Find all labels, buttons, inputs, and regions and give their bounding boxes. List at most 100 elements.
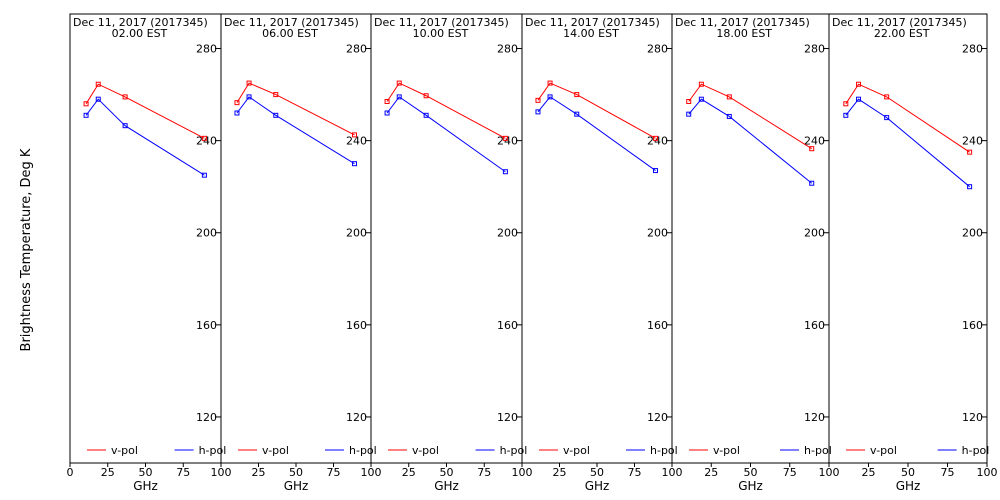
data-point-v-pol [653,135,658,141]
x-axis-label: GHz [585,479,610,493]
panel-title: Dec 11, 2017 (2017345) [224,16,359,29]
series-line-h-pol [236,96,355,165]
x-tick-label: 100 [819,466,840,479]
data-point-v-pol [535,97,541,103]
legend-label-v-pol: v-pol [111,444,138,457]
series-line-h-pol [845,98,970,188]
x-axis-label: GHz [738,479,763,493]
y-tick-label: 200 [346,227,367,240]
x-axis-label: GHz [434,479,459,493]
y-tick-label: 240 [804,135,825,148]
data-point-v-pol [384,98,390,104]
y-tick-label: 160 [196,319,217,332]
series-line-v-pol [688,83,812,150]
data-point-v-pol [423,93,429,99]
y-tick-label: 160 [346,319,367,332]
series-line-h-pol [85,98,205,176]
y-tick-label: 160 [647,319,668,332]
x-tick-label: 50 [901,466,915,479]
y-tick-label: 280 [647,43,668,56]
legend-label-h-pol: h-pol [500,444,528,457]
data-point-h-pol [884,115,890,121]
data-point-v-pol [547,80,553,86]
chart-panels: Dec 11, 2017 (2017345)02.00 EST120160200… [67,13,998,493]
x-tick-label: 50 [744,466,758,479]
x-tick-label: 75 [783,466,797,479]
data-point-v-pol [122,94,128,100]
x-tick-label: 100 [361,466,382,479]
data-point-h-pol [726,113,732,119]
chart-panel-1: Dec 11, 2017 (2017345)02.00 EST 120 160 200… [67,13,232,493]
series-line-v-pol [845,83,970,153]
y-tick-label: 120 [346,411,367,424]
panel-title: Dec 11, 2017 (2017345) [73,16,208,29]
x-tick-label: 50 [139,466,153,479]
panel-subtitle: 18.00 EST [716,27,772,40]
data-point-v-pol [698,81,704,87]
x-tick-label: 100 [211,466,232,479]
y-tick-label: 240 [497,135,518,148]
x-tick-label: 50 [440,466,454,479]
data-point-h-pol [686,111,692,117]
data-point-v-pol [273,92,279,98]
y-tick-label: 200 [497,227,518,240]
series-line-h-pol [386,96,506,173]
data-point-h-pol [502,169,508,175]
y-tick-label: 120 [196,411,217,424]
legend-label-h-pol: h-pol [349,444,377,457]
y-tick-label: 280 [804,43,825,56]
y-tick-label: 240 [962,135,983,148]
data-point-h-pol [653,168,658,174]
y-tick-label: 120 [962,411,983,424]
series-line-h-pol [537,96,656,171]
data-point-h-pol [423,112,429,118]
data-point-v-pol [396,80,402,86]
series-line-v-pol [236,82,355,136]
x-tick-label: 75 [628,466,642,479]
legend-label-h-pol: h-pol [962,444,990,457]
data-point-h-pol [843,112,849,118]
x-tick-label: 75 [176,466,190,479]
legend-label-v-pol: v-pol [262,444,289,457]
data-point-h-pol [246,94,252,100]
y-tick-label: 240 [346,135,367,148]
chart-panel-3: Dec 11, 2017 (2017345)10.00 EST 120 160 200… [370,13,533,493]
x-tick-label: 75 [941,466,955,479]
data-point-h-pol [201,172,207,178]
y-tick-label: 160 [497,319,518,332]
data-point-h-pol [396,94,402,100]
series-line-v-pol [537,82,656,139]
data-point-v-pol [809,146,815,152]
legend-label-h-pol: h-pol [804,444,832,457]
data-point-h-pol [273,112,279,118]
legend-label-h-pol: h-pol [199,444,227,457]
y-tick-label: 120 [647,411,668,424]
data-point-h-pol [535,109,541,115]
legend-label-v-pol: v-pol [870,444,897,457]
series-line-v-pol [386,82,506,139]
data-point-v-pol [234,100,240,106]
y-tick-label: 200 [196,227,217,240]
panel-title: Dec 11, 2017 (2017345) [675,16,810,29]
data-point-h-pol [698,96,704,102]
data-point-v-pol [574,92,580,98]
data-point-v-pol [502,135,508,141]
data-point-h-pol [352,161,357,167]
data-point-v-pol [856,81,862,87]
y-tick-label: 200 [962,227,983,240]
data-point-h-pol [122,123,128,129]
y-tick-label: 280 [497,43,518,56]
data-point-h-pol [574,111,580,117]
legend-label-v-pol: v-pol [412,444,439,457]
data-point-v-pol [884,94,890,100]
series-line-v-pol [85,83,205,139]
x-axis-label: GHz [284,479,309,493]
chart-panel-2: Dec 11, 2017 (2017345)06.00 EST 120 160 200… [220,13,382,493]
y-tick-label: 240 [647,135,668,148]
x-tick-label: 100 [662,466,683,479]
data-point-h-pol [547,94,553,100]
chart-panel-4: Dec 11, 2017 (2017345)14.00 EST 120 160 200… [521,13,683,493]
y-tick-label: 280 [196,43,217,56]
